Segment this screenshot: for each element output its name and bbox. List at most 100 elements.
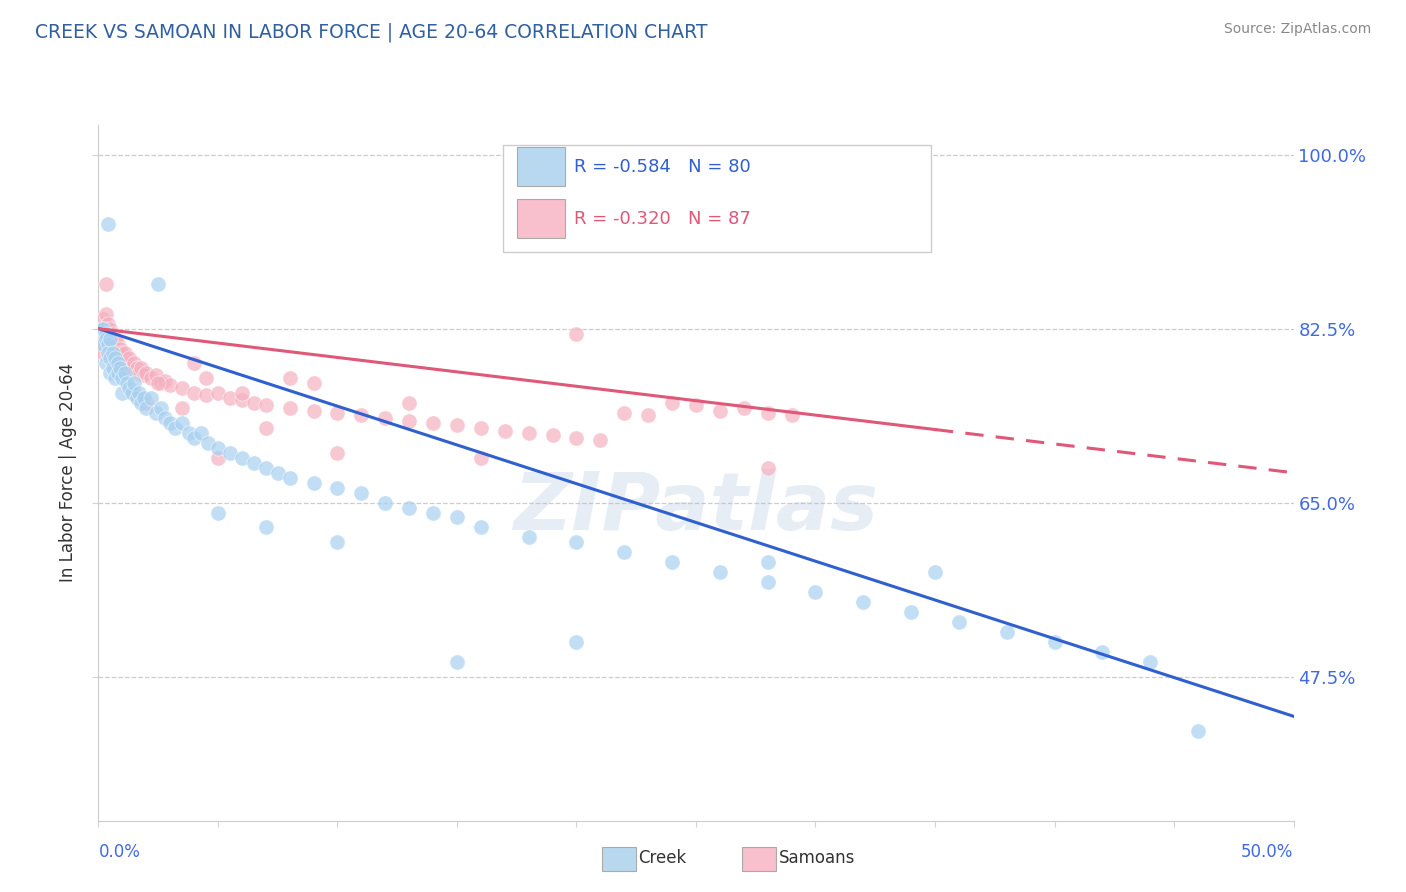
Point	[104, 351, 127, 366]
Point	[278, 401, 301, 416]
Point	[231, 450, 253, 465]
Point	[94, 356, 117, 370]
Point	[135, 367, 157, 381]
Point	[1139, 655, 1161, 669]
Point	[107, 361, 129, 376]
Point	[155, 411, 177, 425]
Point	[149, 376, 172, 391]
Point	[589, 433, 612, 447]
Point	[104, 371, 127, 385]
Point	[98, 351, 122, 366]
Point	[124, 356, 146, 370]
Point	[115, 356, 138, 370]
Point	[91, 326, 114, 341]
Point	[111, 346, 134, 360]
Point	[98, 346, 122, 360]
Point	[780, 408, 803, 422]
Point	[172, 381, 194, 395]
Point	[637, 408, 659, 422]
Point	[148, 376, 170, 391]
Point	[91, 321, 114, 335]
Point	[98, 367, 122, 381]
Text: ZIPatlas: ZIPatlas	[513, 468, 879, 547]
Point	[1043, 634, 1066, 648]
Point	[94, 326, 117, 341]
Text: R = -0.584   N = 80: R = -0.584 N = 80	[574, 158, 751, 176]
Point	[128, 386, 150, 401]
Point	[145, 368, 167, 383]
Point	[97, 217, 120, 231]
Point	[446, 418, 468, 433]
Point	[613, 545, 636, 559]
Point	[254, 398, 277, 412]
Point	[131, 361, 153, 376]
Point	[243, 396, 266, 410]
Point	[172, 401, 194, 416]
Point	[91, 311, 114, 326]
Point	[139, 371, 162, 385]
Point	[107, 336, 129, 351]
Point	[98, 336, 122, 351]
Point	[243, 456, 266, 470]
Point	[900, 605, 922, 619]
Point	[149, 401, 172, 416]
Point	[709, 404, 731, 418]
Point	[90, 321, 112, 335]
Point	[90, 336, 112, 351]
Point	[326, 446, 349, 460]
Point	[756, 555, 779, 569]
Point	[190, 425, 212, 440]
Point	[94, 336, 117, 351]
Point	[398, 500, 420, 515]
Point	[131, 396, 153, 410]
Y-axis label: In Labor Force | Age 20-64: In Labor Force | Age 20-64	[59, 363, 77, 582]
Point	[219, 391, 242, 405]
Point	[398, 396, 420, 410]
Text: Source: ZipAtlas.com: Source: ZipAtlas.com	[1223, 22, 1371, 37]
Point	[565, 431, 588, 445]
Point	[148, 277, 170, 291]
Text: Samoans: Samoans	[779, 849, 855, 867]
Point	[267, 466, 290, 480]
Point	[115, 376, 138, 391]
Point	[101, 326, 124, 341]
Point	[733, 401, 755, 416]
Point	[470, 421, 492, 435]
Point	[97, 336, 120, 351]
Point	[207, 506, 229, 520]
Text: 0.0%: 0.0%	[98, 843, 141, 861]
Point	[124, 386, 146, 401]
Point	[101, 361, 124, 376]
Point	[254, 460, 277, 475]
Point	[118, 351, 141, 366]
Point	[470, 520, 492, 534]
Point	[470, 450, 492, 465]
Text: CREEK VS SAMOAN IN LABOR FORCE | AGE 20-64 CORRELATION CHART: CREEK VS SAMOAN IN LABOR FORCE | AGE 20-…	[35, 22, 707, 42]
Point	[94, 321, 117, 335]
Point	[179, 425, 201, 440]
Point	[128, 367, 150, 381]
Point	[132, 391, 155, 405]
Point	[422, 506, 444, 520]
Point	[565, 634, 588, 648]
Point	[1187, 724, 1209, 739]
Point	[108, 361, 131, 376]
Point	[107, 356, 129, 370]
Point	[254, 421, 277, 435]
Point	[995, 624, 1018, 639]
Text: Creek: Creek	[638, 849, 686, 867]
Point	[852, 595, 875, 609]
Point	[107, 346, 129, 360]
Point	[101, 342, 124, 356]
Point	[924, 565, 946, 579]
Point	[111, 386, 134, 401]
Point	[135, 396, 157, 410]
Point	[132, 368, 155, 383]
Point	[97, 332, 120, 346]
Point	[278, 371, 301, 385]
Point	[107, 367, 129, 381]
Point	[163, 421, 186, 435]
Point	[91, 346, 114, 360]
Point	[219, 446, 242, 460]
Point	[302, 376, 325, 391]
